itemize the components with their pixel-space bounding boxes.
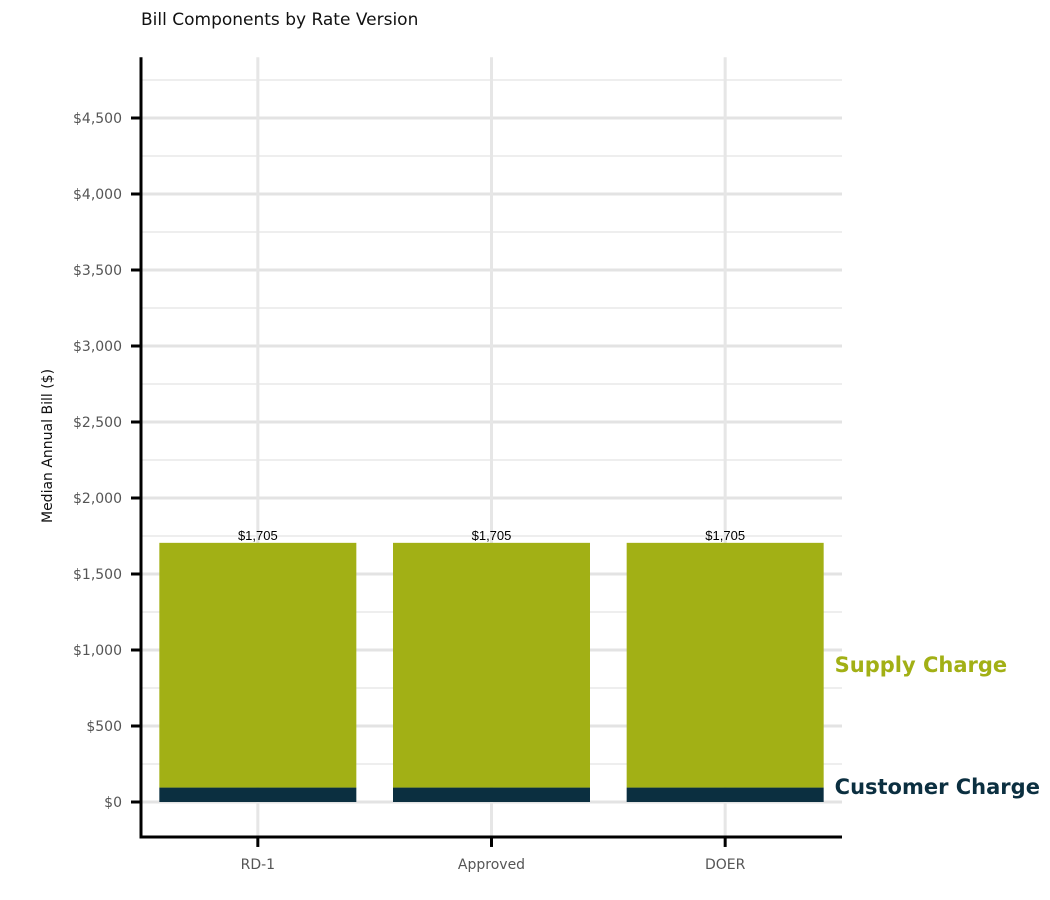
y-tick-label: $4,000 — [73, 187, 122, 203]
data-labels: $1,705 $1,705 $1,705 Customer Charge Supply … — [238, 528, 1040, 799]
y-tick-label: $2,000 — [73, 491, 122, 507]
y-axis-title: Median Annual Bill ($) — [40, 369, 56, 523]
series-label-customer-charge: Customer Charge — [835, 775, 1040, 799]
bar-supply-charge-approved — [393, 542, 590, 788]
y-tick-label: $2,500 — [73, 415, 122, 431]
bar-total-label: $1,705 — [238, 528, 278, 543]
bars — [159, 542, 824, 802]
y-tick-label: $0 — [104, 795, 122, 811]
axes: $0 $500 $1,000 $1,500 $2,000 $2,500 $3,000 $3,5… — [73, 57, 842, 873]
y-tick-label: $3,500 — [73, 263, 122, 279]
x-tick-label: RD-1 — [241, 857, 275, 873]
y-tick-label: $3,000 — [73, 339, 122, 355]
y-tick-label: $500 — [86, 719, 122, 735]
bar-supply-charge-rd-1 — [159, 542, 357, 788]
bar-customer-charge-rd-1 — [159, 787, 357, 802]
bar-customer-charge-doer — [626, 787, 824, 802]
y-tick-label: $1,500 — [73, 567, 122, 583]
x-tick-label: DOER — [705, 857, 746, 873]
bar-customer-charge-approved — [393, 787, 590, 802]
y-tick-label: $4,500 — [73, 111, 122, 127]
bar-total-label: $1,705 — [705, 528, 745, 543]
x-tick-label: Approved — [458, 857, 525, 873]
y-tick-label: $1,000 — [73, 643, 122, 659]
bar-supply-charge-doer — [626, 542, 824, 788]
chart-title: Bill Components by Rate Version — [141, 10, 418, 30]
series-label-supply-charge: Supply Charge — [835, 653, 1008, 677]
bar-total-label: $1,705 — [472, 528, 512, 543]
